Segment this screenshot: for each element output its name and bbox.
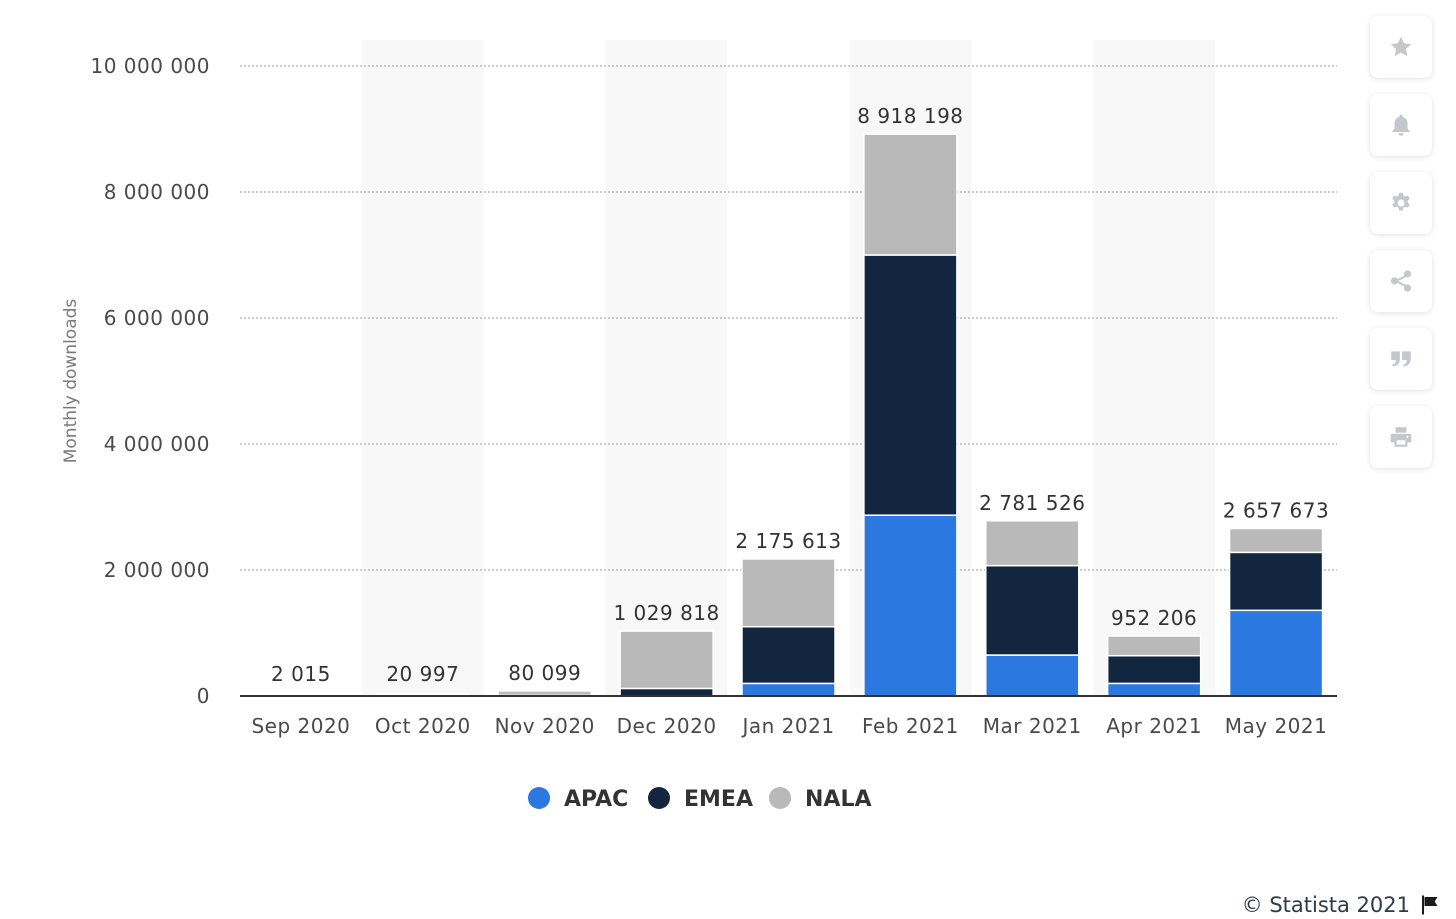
x-tick-label: Nov 2020 xyxy=(495,714,595,738)
bar-emea xyxy=(1106,654,1202,685)
bar-nala xyxy=(863,133,958,256)
category-band xyxy=(361,40,484,696)
x-tick-label: Apr 2021 xyxy=(1106,714,1202,738)
bar-nala xyxy=(497,690,592,697)
total-label: 952 206 xyxy=(1111,606,1197,630)
share-icon xyxy=(1390,270,1412,292)
quote-icon xyxy=(1391,351,1411,367)
total-label: 8 918 198 xyxy=(857,104,963,128)
favorite-button[interactable] xyxy=(1370,16,1432,78)
legend-marker-nala xyxy=(769,787,791,809)
gear-icon xyxy=(1392,192,1410,211)
bar-apac xyxy=(863,514,958,697)
total-label: 20 997 xyxy=(386,662,459,686)
x-tick-label: Feb 2021 xyxy=(862,714,959,738)
legend-label-apac: APAC xyxy=(564,787,628,812)
flag-icon[interactable] xyxy=(1418,893,1442,917)
cite-button[interactable] xyxy=(1370,328,1432,390)
bell-icon xyxy=(1392,114,1410,136)
credit-text: © Statista 2021 xyxy=(1241,893,1410,917)
legend-marker-apac xyxy=(528,787,550,809)
total-label: 80 099 xyxy=(508,661,581,685)
bar-emea xyxy=(741,625,836,685)
source-credit: © Statista 2021 xyxy=(1242,893,1442,917)
y-axis-ticks: 0 2 000 000 4 000 000 6 000 000 8 000 000 10 … xyxy=(90,54,210,708)
y-tick-label: 4 000 000 xyxy=(104,432,210,456)
bar-emea xyxy=(1228,551,1324,612)
category-band xyxy=(605,40,728,696)
notification-button[interactable] xyxy=(1370,94,1432,156)
total-label: 2 781 526 xyxy=(979,491,1085,515)
bar-nala xyxy=(619,630,714,690)
bars xyxy=(253,133,1324,697)
bar-nala xyxy=(985,520,1080,567)
settings-button[interactable] xyxy=(1370,172,1432,234)
y-tick-label: 6 000 000 xyxy=(104,306,210,330)
bar-apac xyxy=(741,682,836,697)
legend-marker-emea xyxy=(648,787,670,809)
bar-apac xyxy=(1106,682,1202,697)
bar-emea xyxy=(863,254,958,516)
y-tick-label: 0 xyxy=(197,684,210,708)
bar-nala xyxy=(1228,527,1324,554)
total-label: 1 029 818 xyxy=(613,601,719,625)
x-tick-label: Oct 2020 xyxy=(375,714,471,738)
print-icon xyxy=(1390,427,1412,447)
total-label: 2 175 613 xyxy=(735,529,841,553)
bar-nala xyxy=(1106,635,1202,657)
side-toolbar xyxy=(1370,16,1434,484)
share-button[interactable] xyxy=(1370,250,1432,312)
x-tick-label: Jan 2021 xyxy=(740,714,834,738)
total-label: 2 657 673 xyxy=(1223,499,1329,523)
x-tick-label: May 2021 xyxy=(1225,714,1328,738)
x-tick-label: Mar 2021 xyxy=(983,714,1082,738)
total-labels: 2 015 20 997 80 099 1 029 818 2 175 613 8 918… xyxy=(271,104,1329,686)
total-label: 2 015 xyxy=(271,662,331,686)
print-button[interactable] xyxy=(1370,406,1432,468)
bar-apac xyxy=(1228,609,1324,697)
x-tick-label: Dec 2020 xyxy=(617,714,717,738)
bar-emea xyxy=(985,564,1080,656)
bar-apac xyxy=(985,654,1080,697)
category-band xyxy=(1093,40,1216,696)
x-axis-ticks: Sep 2020 Oct 2020 Nov 2020 Dec 2020 Jan 2021… xyxy=(251,714,1328,738)
star-icon xyxy=(1390,36,1412,57)
legend-label-nala: NALA xyxy=(805,787,871,812)
x-tick-label: Sep 2020 xyxy=(251,714,350,738)
bar-nala xyxy=(741,558,836,628)
y-axis-title: Monthly downloads xyxy=(61,299,81,464)
y-tick-label: 10 000 000 xyxy=(90,54,210,78)
bar-emea xyxy=(619,687,714,697)
legend: APAC EMEA NALA xyxy=(528,787,871,812)
y-tick-label: 2 000 000 xyxy=(104,558,210,582)
y-tick-label: 8 000 000 xyxy=(104,180,210,204)
legend-label-emea: EMEA xyxy=(684,787,753,812)
